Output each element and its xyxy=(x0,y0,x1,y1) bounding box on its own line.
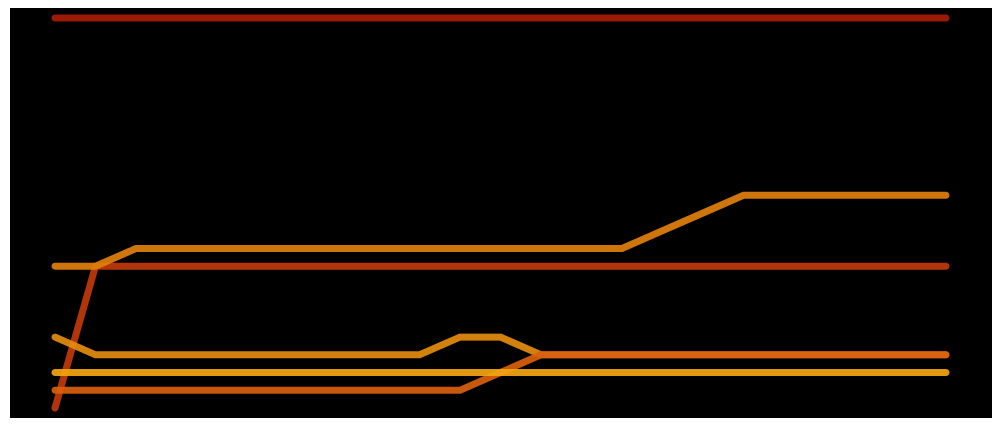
plot-background xyxy=(10,8,992,418)
series-line-2 xyxy=(51,191,950,270)
series-line-1 xyxy=(51,262,950,412)
series-lines xyxy=(51,14,950,412)
